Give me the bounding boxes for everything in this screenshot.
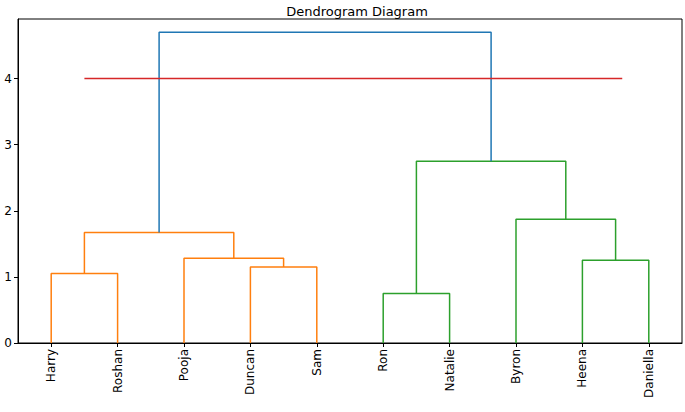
svg-text:4: 4 — [4, 72, 12, 86]
svg-text:Sam: Sam — [310, 349, 324, 376]
svg-text:Duncan: Duncan — [243, 349, 257, 395]
svg-text:Heena: Heena — [575, 349, 589, 388]
svg-text:2: 2 — [4, 204, 12, 218]
svg-text:Roshan: Roshan — [111, 349, 125, 393]
svg-text:Natalie: Natalie — [443, 349, 457, 391]
svg-text:Pooja: Pooja — [177, 349, 191, 381]
svg-text:0: 0 — [4, 336, 12, 350]
svg-text:Daniella: Daniella — [642, 349, 656, 398]
svg-text:1: 1 — [4, 270, 12, 284]
svg-text:Byron: Byron — [509, 349, 523, 384]
svg-text:Ron: Ron — [376, 349, 390, 372]
svg-text:Harry: Harry — [44, 349, 58, 382]
svg-text:3: 3 — [4, 138, 12, 152]
svg-text:Dendrogram Diagram: Dendrogram Diagram — [286, 4, 428, 19]
